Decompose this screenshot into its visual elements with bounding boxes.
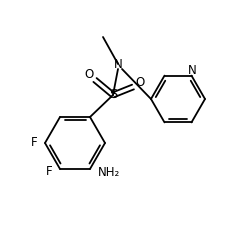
Text: N: N [114,57,122,71]
Text: O: O [135,76,145,89]
Text: N: N [188,64,197,77]
Text: S: S [109,89,117,101]
Text: F: F [30,136,37,150]
Text: O: O [84,69,94,81]
Text: F: F [46,165,53,178]
Text: NH₂: NH₂ [98,166,120,180]
